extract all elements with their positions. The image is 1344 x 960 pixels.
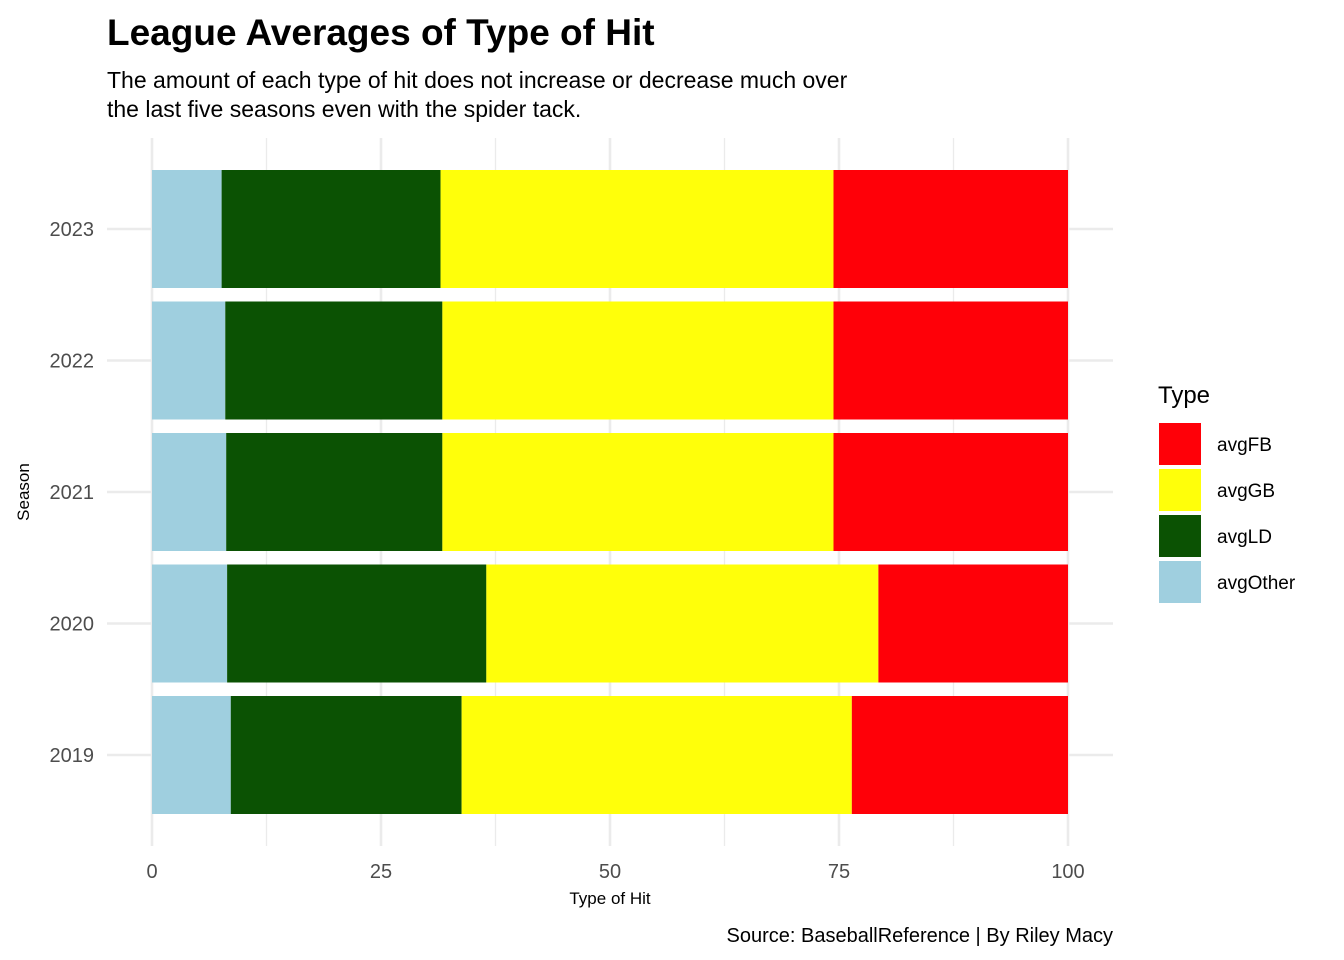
x-tick-label: 25 bbox=[370, 861, 392, 883]
bar-segment-avgLD-2022 bbox=[225, 301, 443, 420]
bar-segment-avgOther-2019 bbox=[152, 696, 231, 814]
bar-segment-avgGB-2022 bbox=[442, 301, 834, 420]
chart-subtitle-line-2: the last five seasons even with the spid… bbox=[107, 96, 581, 122]
y-tick-labels: 2019 2020 2021 2022 2023 bbox=[50, 219, 95, 767]
y-tick-label: 2022 bbox=[50, 351, 95, 373]
bar-segment-avgOther-2022 bbox=[152, 301, 226, 420]
legend-label-avgOther: avgOther bbox=[1217, 573, 1296, 594]
y-tick-label: 2021 bbox=[50, 482, 95, 504]
bar-segment-avgGB-2019 bbox=[461, 696, 852, 814]
bar-segment-avgFB-2021 bbox=[833, 433, 1068, 551]
bar-segment-avgFB-2022 bbox=[833, 301, 1068, 420]
chart-subtitle-line-1: The amount of each type of hit does not … bbox=[107, 67, 848, 93]
bar-segment-avgOther-2023 bbox=[152, 170, 222, 288]
bar-segment-avgLD-2020 bbox=[227, 564, 487, 683]
x-tick-label: 0 bbox=[146, 861, 157, 883]
y-axis-title: Season bbox=[14, 463, 33, 521]
legend-label-avgGB: avgGB bbox=[1217, 481, 1275, 502]
bars bbox=[152, 170, 1068, 814]
bar-segment-avgFB-2023 bbox=[833, 170, 1068, 288]
bar-segment-avgGB-2020 bbox=[486, 564, 879, 683]
chart-caption: Source: BaseballReference | By Riley Mac… bbox=[727, 925, 1113, 947]
x-axis-title: Type of Hit bbox=[569, 889, 651, 908]
bar-segment-avgOther-2021 bbox=[152, 433, 227, 551]
x-tick-label: 75 bbox=[828, 861, 850, 883]
legend-label-avgLD: avgLD bbox=[1217, 527, 1272, 548]
y-tick-label: 2023 bbox=[50, 219, 95, 241]
legend-items: avgFB avgGB avgLD avgOther bbox=[1159, 423, 1296, 603]
x-tick-label: 50 bbox=[599, 861, 621, 883]
bar-segment-avgFB-2020 bbox=[878, 564, 1068, 683]
legend-key-avgGB bbox=[1159, 469, 1201, 511]
legend-key-avgFB bbox=[1159, 423, 1201, 465]
legend-title: Type bbox=[1158, 382, 1210, 409]
bar-segment-avgGB-2023 bbox=[440, 170, 834, 288]
bar-segment-avgLD-2023 bbox=[221, 170, 441, 288]
x-tick-label: 100 bbox=[1051, 861, 1084, 883]
legend: Type avgFB avgGB avgLD avgOther bbox=[1158, 382, 1296, 603]
legend-key-avgOther bbox=[1159, 561, 1201, 603]
bar-segment-avgFB-2019 bbox=[851, 696, 1068, 814]
bar-segment-avgOther-2020 bbox=[152, 564, 228, 683]
bar-segment-avgLD-2021 bbox=[226, 433, 443, 551]
legend-key-avgLD bbox=[1159, 515, 1201, 557]
legend-label-avgFB: avgFB bbox=[1217, 435, 1272, 456]
bar-segment-avgLD-2019 bbox=[230, 696, 462, 814]
chart-title: League Averages of Type of Hit bbox=[107, 12, 655, 53]
y-tick-label: 2020 bbox=[50, 614, 95, 636]
x-tick-labels: 0 25 50 75 100 bbox=[146, 861, 1084, 883]
y-tick-label: 2019 bbox=[50, 745, 95, 767]
bar-segment-avgGB-2021 bbox=[442, 433, 834, 551]
